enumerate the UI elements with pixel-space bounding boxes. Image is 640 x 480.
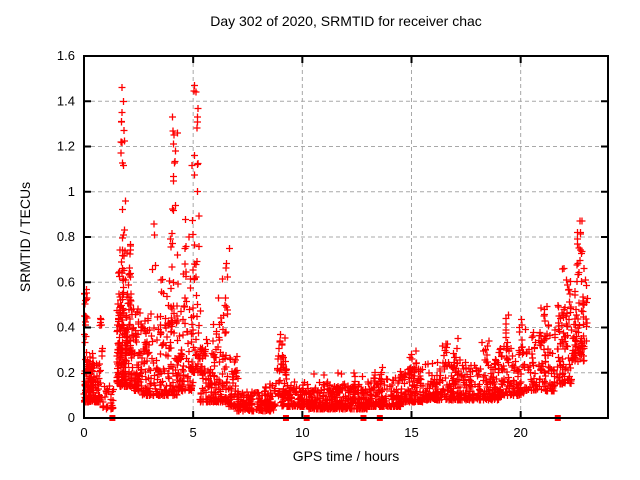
svg-text:0: 0 [68,410,75,425]
svg-text:1.2: 1.2 [57,139,75,154]
chart-title: Day 302 of 2020, SRMTID for receiver cha… [210,13,482,29]
svg-text:5: 5 [190,425,197,440]
svg-text:10: 10 [295,425,309,440]
svg-text:0.2: 0.2 [57,365,75,380]
x-axis-label: GPS time / hours [292,448,400,464]
plot-border [83,55,609,419]
svg-text:1: 1 [68,184,75,199]
svg-text:1.4: 1.4 [57,93,75,108]
svg-text:0.8: 0.8 [57,229,75,244]
svg-text:0.6: 0.6 [57,274,75,289]
svg-text:1.6: 1.6 [57,48,75,63]
svg-text:15: 15 [404,425,418,440]
scatter-points [80,82,591,415]
svg-text:0: 0 [80,425,87,440]
y-tick-labels: 0 0.2 0.4 0.6 0.8 1 1.2 1.4 1.6 [57,48,75,425]
svg-text:0.4: 0.4 [57,320,75,335]
svg-text:20: 20 [513,425,527,440]
x-tick-labels: 0 5 10 15 20 [80,425,528,440]
